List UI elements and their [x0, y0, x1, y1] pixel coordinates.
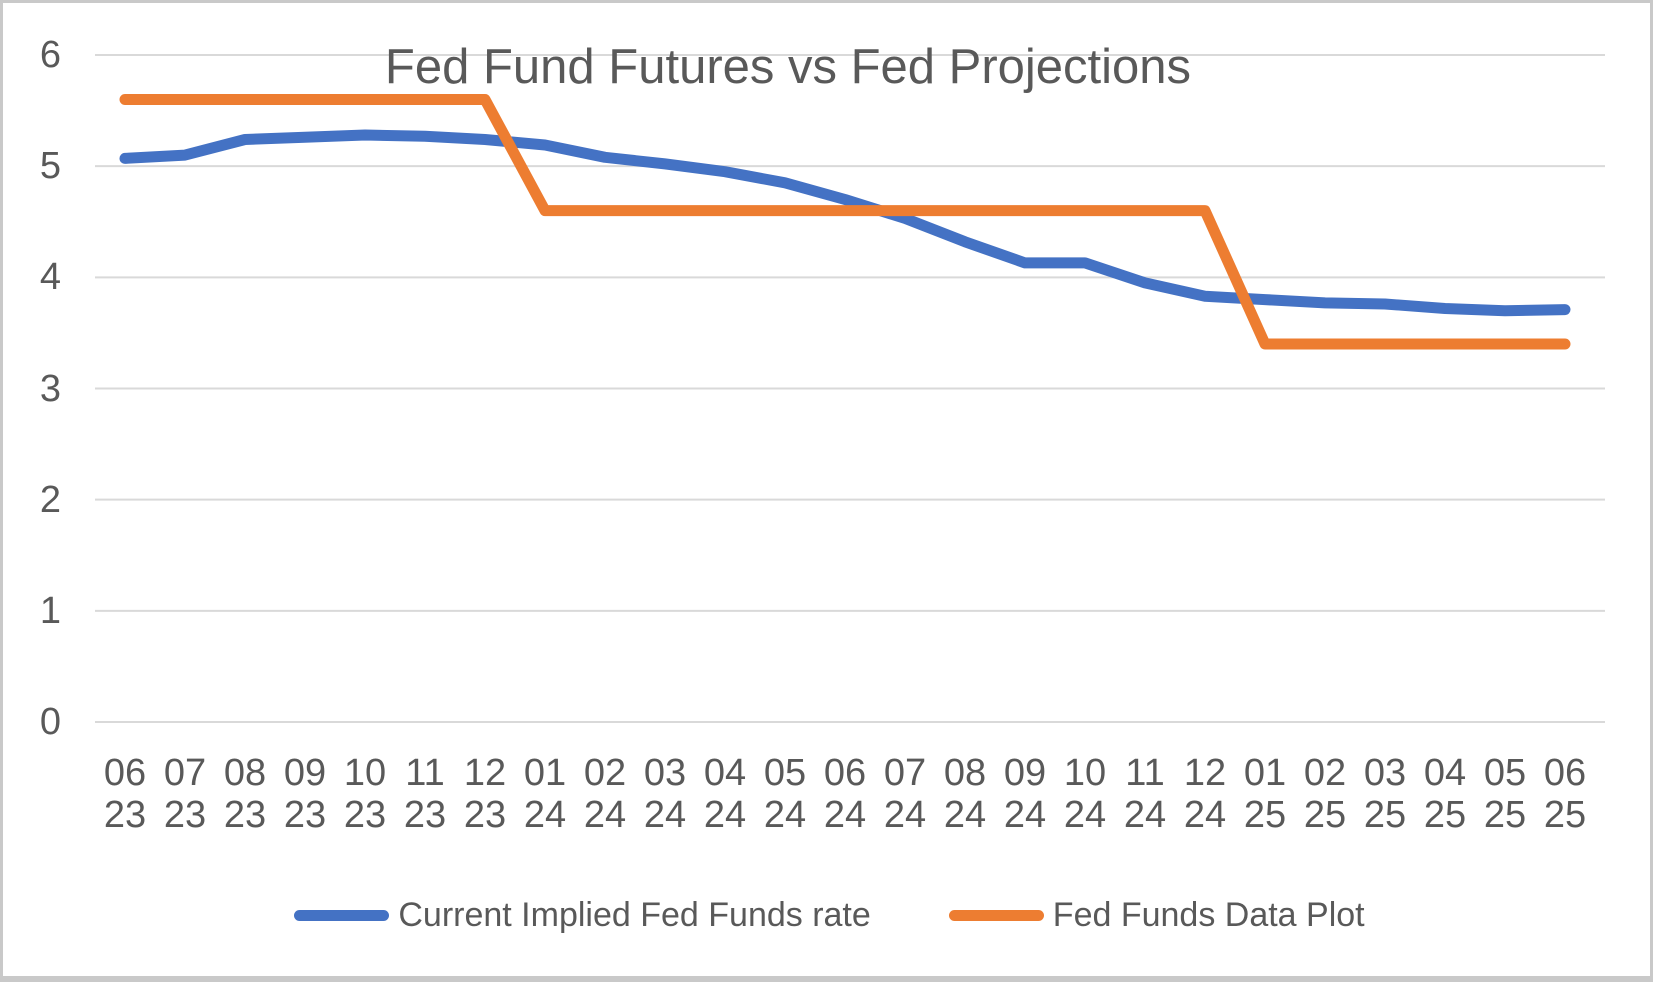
x-tick-label: 05 25: [1483, 752, 1527, 836]
y-tick-label: 1: [39, 589, 61, 632]
legend-swatch-blue-line: [294, 910, 390, 921]
x-tick-label: 05 24: [763, 752, 807, 836]
x-tick-label: 01 25: [1243, 752, 1287, 836]
x-tick-label: 12 23: [463, 752, 507, 836]
x-tick-label: 06 23: [103, 752, 147, 836]
x-tick-label: 02 24: [583, 752, 627, 836]
series-line-1: [119, 94, 1571, 350]
x-tick-label: 10 23: [343, 752, 387, 836]
x-tick-label: 04 24: [703, 752, 747, 836]
x-tick-label: 02 25: [1303, 752, 1347, 836]
x-tick-label: 04 25: [1423, 752, 1467, 836]
x-tick-label: 10 24: [1063, 752, 1107, 836]
x-tick-label: 06 25: [1543, 752, 1587, 836]
series-lines: [119, 94, 1571, 350]
x-tick-label: 07 23: [163, 752, 207, 836]
x-tick-label: 09 24: [1003, 752, 1047, 836]
legend-item-dot-plot: Fed Funds Data Plot: [948, 896, 1365, 935]
series-line-0: [119, 129, 1571, 317]
legend: Current Implied Fed Funds rate Fed Funds…: [3, 896, 1650, 935]
plot-svg: [95, 54, 1605, 723]
x-tick-label: 11 24: [1123, 752, 1167, 836]
x-tick-label: 07 24: [883, 752, 927, 836]
x-tick-label: 03 24: [643, 752, 687, 836]
x-tick-label: 06 24: [823, 752, 867, 836]
x-tick-label: 11 23: [403, 752, 447, 836]
x-tick-label: 12 24: [1183, 752, 1227, 836]
legend-item-current-implied: Current Implied Fed Funds rate: [294, 896, 871, 935]
legend-swatch-orange-line: [948, 910, 1044, 921]
y-tick-label: 3: [39, 367, 61, 410]
x-tick-label: 08 23: [223, 752, 267, 836]
y-tick-label: 4: [39, 256, 61, 299]
y-tick-label: 2: [39, 478, 61, 521]
y-tick-label: 0: [39, 701, 61, 743]
x-tick-label: 09 23: [283, 752, 327, 836]
x-tick-label: 03 25: [1363, 752, 1407, 836]
y-tick-label: 6: [39, 34, 61, 76]
legend-label: Fed Funds Data Plot: [1052, 896, 1365, 934]
x-tick-label: 08 24: [943, 752, 987, 836]
chart-title: Fed Fund Futures vs Fed Projections: [384, 40, 1192, 94]
y-tick-label: 5: [39, 145, 61, 188]
gridlines: [95, 54, 1605, 723]
x-tick-label: 01 24: [523, 752, 567, 836]
legend-label: Current Implied Fed Funds rate: [398, 896, 871, 934]
